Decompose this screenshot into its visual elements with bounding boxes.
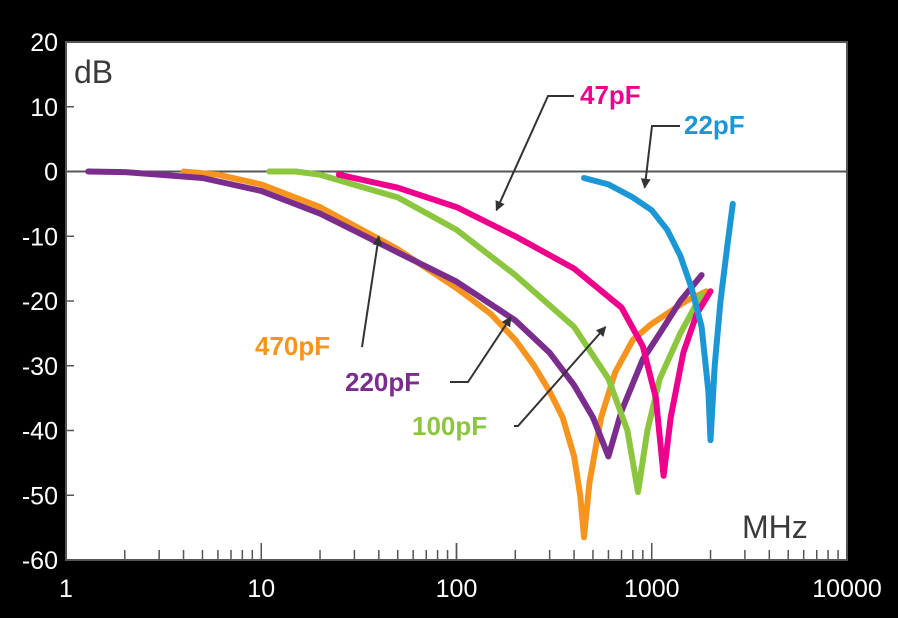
y-tick-label: 0 [44, 159, 58, 187]
annotation-arrow-470pF [361, 235, 383, 348]
x-tick-label: 10000 [812, 575, 882, 603]
y-tick-label: -60 [22, 547, 58, 575]
series-line-100pF [266, 168, 705, 495]
y-tick-label: -40 [22, 418, 58, 446]
y-tick-label: -30 [22, 353, 58, 381]
annotation-label-470pF: 470pF [255, 331, 330, 361]
series-line-220pF [85, 168, 705, 460]
y-tick-label: -20 [22, 288, 58, 316]
series-line-22pF [581, 175, 736, 444]
annotation-arrow-22pF [640, 125, 680, 189]
x-tick-label: 1 [59, 575, 73, 603]
series-line-470pF [180, 168, 710, 541]
x-unit-label: MHz [742, 509, 808, 545]
y-unit-label: dB [74, 54, 113, 90]
y-tick-label: -10 [22, 223, 58, 251]
annotation-label-220pF: 220pF [345, 367, 420, 397]
annotation-label-100pF: 100pF [412, 411, 487, 441]
annotation-label-22pF: 22pF [684, 110, 745, 140]
x-tick-label: 1000 [624, 575, 680, 603]
y-tick-label: -50 [22, 482, 58, 510]
annotation-arrow-47pF [495, 95, 574, 212]
y-tick-label: 10 [30, 94, 58, 122]
x-tick-label: 10 [247, 575, 275, 603]
annotation-arrow-220pF [450, 316, 512, 383]
annotation-arrow-100pF [514, 326, 607, 427]
x-tick-label: 100 [436, 575, 478, 603]
annotation-label-47pF: 47pF [580, 80, 641, 110]
plot-area [65, 41, 848, 561]
series-line-47pF [335, 171, 714, 479]
y-tick-label: 20 [30, 29, 58, 57]
